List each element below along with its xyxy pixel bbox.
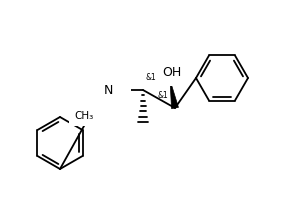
Text: N: N <box>103 83 113 97</box>
Text: &1: &1 <box>157 91 168 100</box>
Polygon shape <box>170 80 178 109</box>
Text: &1: &1 <box>146 73 157 82</box>
Text: OH: OH <box>162 67 182 79</box>
Text: CH₃: CH₃ <box>74 111 94 121</box>
